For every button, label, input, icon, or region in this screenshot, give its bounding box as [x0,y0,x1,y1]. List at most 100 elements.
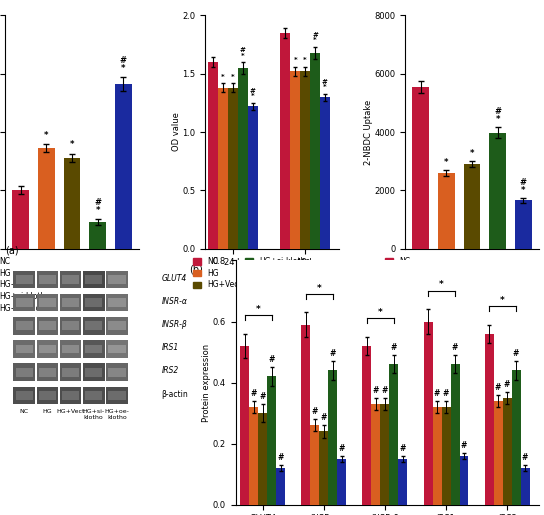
Bar [16,368,33,376]
Bar [36,340,58,358]
Bar [106,270,128,288]
Bar [14,340,35,358]
Bar [258,413,267,505]
Bar [108,368,126,376]
Text: #: # [452,343,458,352]
Y-axis label: Protein expression: Protein expression [202,344,212,422]
Bar [108,321,126,330]
Bar [108,298,126,307]
Bar [16,275,33,284]
Bar [362,346,372,505]
Bar [62,345,79,353]
Text: (c): (c) [381,265,394,275]
Bar [432,407,442,505]
Bar [60,270,82,288]
Text: #: # [461,441,467,450]
Text: #: # [312,407,318,416]
Bar [83,317,104,335]
Bar [85,368,102,376]
Legend: NC, HG, HG+Vect, HG+si-klotho, HG+oe-klotho: NC, HG, HG+Vect, HG+si-klotho, HG+oe-klo… [193,257,313,289]
Text: #: # [259,392,266,401]
Text: GLUT4: GLUT4 [162,273,187,283]
Bar [83,387,104,404]
Bar [493,401,503,505]
Legend: NC, HG, HG+Vect, HG+si-klotho, HG+oe-klotho: NC, HG, HG+Vect, HG+si-klotho, HG+oe-klo… [385,257,453,313]
Bar [106,340,128,358]
Text: *: * [469,149,474,158]
Bar [14,387,35,404]
Text: INSR-α: INSR-α [162,297,187,306]
Bar [85,298,102,307]
Bar [39,345,56,353]
Bar [14,294,35,312]
Text: #
*: # * [120,56,127,73]
Bar [489,132,506,249]
Bar [300,72,310,249]
Text: *: * [231,74,234,79]
Text: #: # [277,453,284,462]
Text: #: # [338,444,345,453]
Bar [85,345,102,353]
Bar [438,174,455,249]
Bar [329,370,337,505]
Bar [38,148,55,249]
Bar [290,72,300,249]
Bar [64,158,81,249]
Bar [228,88,238,249]
Bar [62,298,79,307]
Bar [85,391,102,400]
Text: #: # [504,380,510,389]
Bar [398,459,407,505]
Text: (a): (a) [5,246,19,255]
Bar [320,97,330,249]
Text: #: # [391,343,397,352]
Bar [515,200,531,249]
Bar [319,432,329,505]
Text: *: * [304,57,307,63]
Text: #
*: # * [322,79,328,90]
Bar [390,364,398,505]
Bar [485,334,493,505]
Bar [62,275,79,284]
Bar [106,364,128,381]
Text: #: # [320,413,327,422]
Text: *: * [293,57,297,63]
Bar [238,68,248,249]
Bar [337,459,347,505]
Bar [16,298,33,307]
Bar [240,346,249,505]
Text: β-actin: β-actin [162,390,188,399]
Bar [267,376,276,505]
Text: #
*: # * [494,107,501,124]
Text: HG+Vect: HG+Vect [57,409,85,415]
Bar [85,321,102,330]
Bar [311,425,319,505]
Bar [36,317,58,335]
Bar [108,345,126,353]
Bar [218,88,228,249]
Bar [108,391,126,400]
Bar [106,387,128,404]
Bar [62,391,79,400]
Bar [503,398,511,505]
Bar [442,407,450,505]
Bar [60,294,82,312]
Bar [60,340,82,358]
Bar [115,84,132,249]
Text: *: * [500,296,505,305]
Bar [106,294,128,312]
Text: *: * [256,305,261,314]
Bar [62,321,79,330]
Text: #: # [373,386,379,395]
Bar [301,324,311,505]
Bar [14,270,35,288]
Bar [83,270,104,288]
Text: HG+si-
klotho: HG+si- klotho [83,409,105,420]
Y-axis label: OD value: OD value [172,113,181,151]
Bar [310,53,320,249]
Bar [89,222,106,249]
Bar [463,164,480,249]
Bar [276,468,285,505]
Bar [83,294,104,312]
Bar [521,468,529,505]
